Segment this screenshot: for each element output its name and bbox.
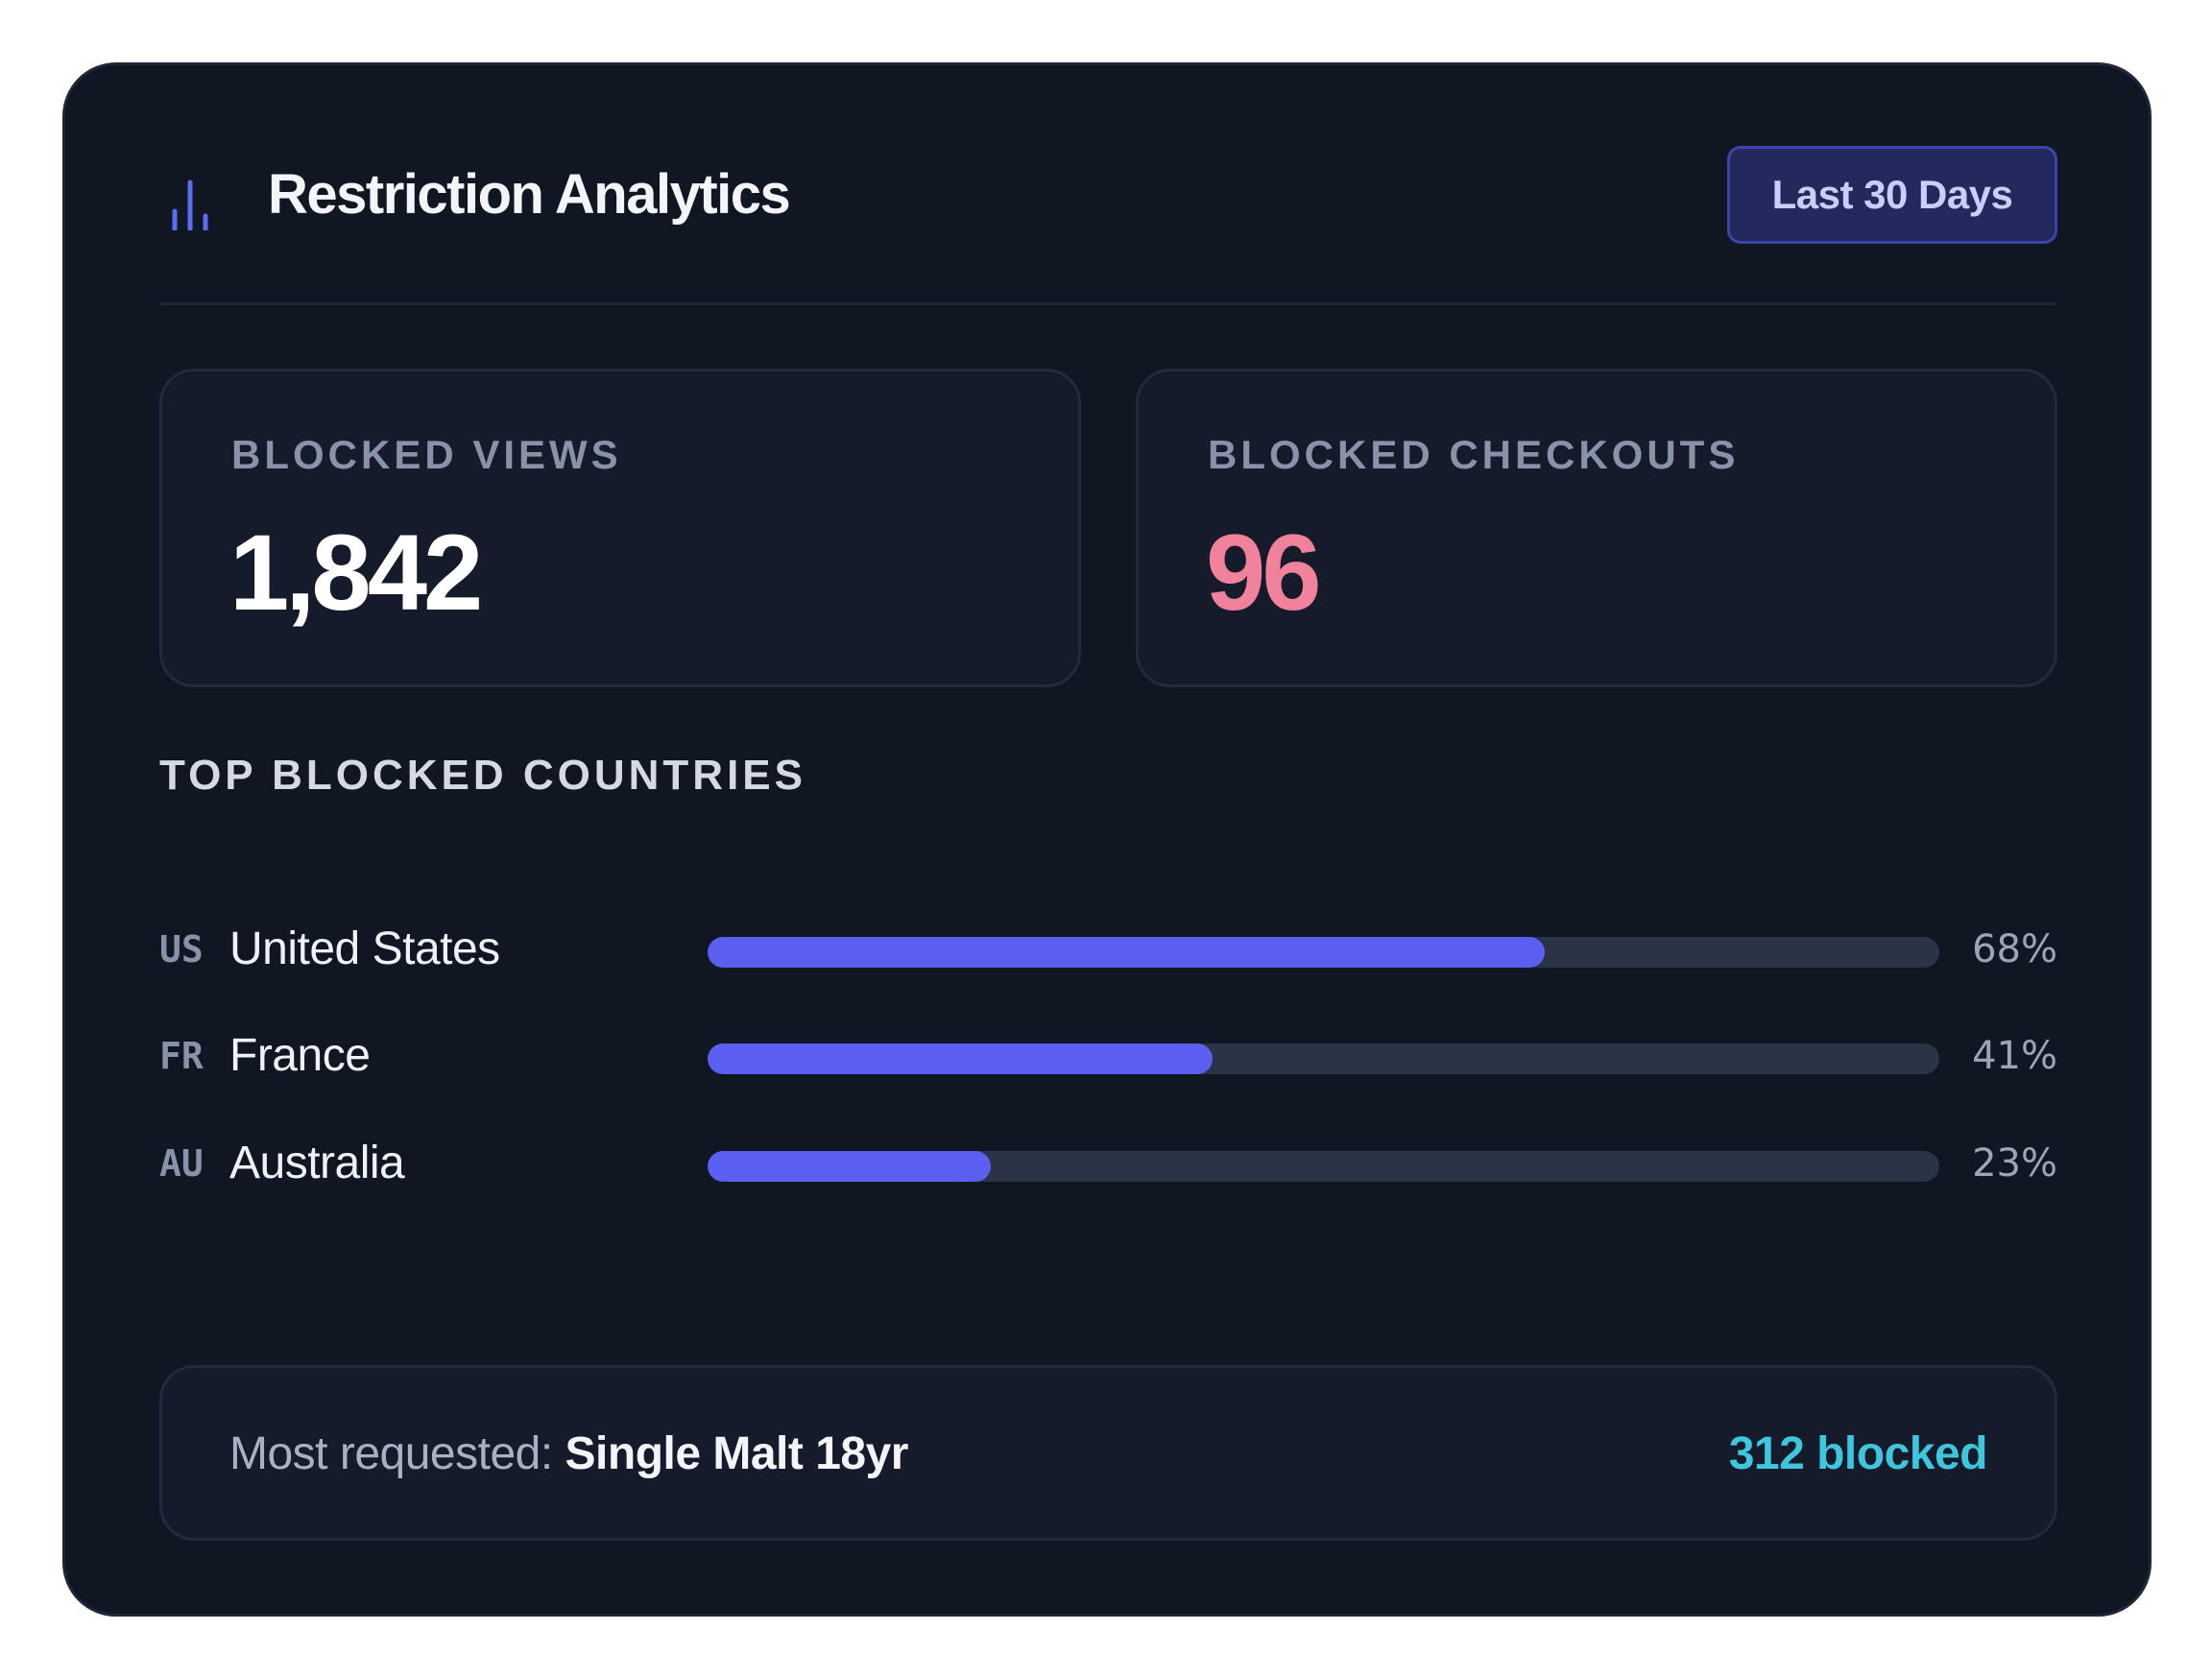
top-countries-title: TOP BLOCKED COUNTRIES bbox=[159, 752, 806, 799]
restriction-analytics-card: Restriction Analytics Last 30 Days BLOCK… bbox=[62, 62, 2152, 1617]
country-bar-fill bbox=[708, 1151, 992, 1182]
most-requested-product: Single Malt 18yr bbox=[565, 1428, 909, 1479]
blocked-checkouts-label: BLOCKED CHECKOUTS bbox=[1208, 432, 1740, 477]
card-header: Restriction Analytics Last 30 Days bbox=[159, 146, 2057, 244]
country-bar-fill bbox=[708, 937, 1546, 968]
header-divider bbox=[159, 302, 2057, 305]
blocked-checkouts-value: 96 bbox=[1206, 513, 1322, 633]
country-row-fr: FR France 41% bbox=[159, 1025, 2057, 1087]
country-bar-track bbox=[708, 1151, 1939, 1182]
most-requested-text: Most requested: Single Malt 18yr bbox=[229, 1424, 908, 1485]
bar-chart-icon bbox=[172, 180, 208, 230]
most-requested-footer: Most requested: Single Malt 18yr 312 blo… bbox=[159, 1365, 2057, 1541]
country-bar-track bbox=[708, 1043, 1939, 1074]
blocked-views-label: BLOCKED VIEWS bbox=[231, 432, 622, 477]
country-name: Australia bbox=[229, 1138, 405, 1188]
country-percent: 23% bbox=[1972, 1141, 2057, 1186]
country-bar-fill bbox=[708, 1043, 1214, 1074]
country-percent: 68% bbox=[1972, 927, 2057, 971]
page-title: Restriction Analytics bbox=[268, 163, 791, 226]
country-row-au: AU Australia 23% bbox=[159, 1133, 2057, 1194]
blocked-views-value: 1,842 bbox=[229, 513, 483, 633]
country-code: US bbox=[159, 928, 204, 971]
blocked-checkouts-stat: BLOCKED CHECKOUTS 96 bbox=[1136, 369, 2057, 687]
country-bar-track bbox=[708, 937, 1939, 968]
date-range-button[interactable]: Last 30 Days bbox=[1727, 146, 2057, 244]
country-code: FR bbox=[159, 1035, 204, 1077]
country-name: France bbox=[229, 1030, 371, 1081]
blocked-count: 312 blocked bbox=[1728, 1428, 1988, 1479]
blocked-views-stat: BLOCKED VIEWS 1,842 bbox=[159, 369, 1081, 687]
country-row-us: US United States 68% bbox=[159, 919, 2057, 980]
country-name: United States bbox=[229, 923, 500, 974]
most-requested-label: Most requested: bbox=[229, 1428, 565, 1479]
country-percent: 41% bbox=[1972, 1034, 2057, 1078]
country-code: AU bbox=[159, 1142, 204, 1185]
